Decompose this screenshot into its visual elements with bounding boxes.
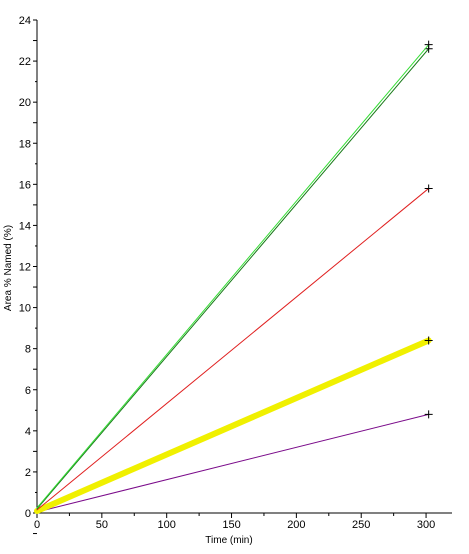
x-tick-label: 250 (352, 519, 370, 531)
x-tick-label: 50 (96, 519, 108, 531)
y-tick-label: 24 (19, 15, 31, 27)
series-end-marker-1 (424, 336, 433, 345)
x-tick-label: 100 (158, 519, 176, 531)
y-tick-label: 0 (25, 508, 31, 520)
y-tick-label: 6 (25, 385, 31, 397)
y-tick-label: 4 (25, 426, 31, 438)
series-line-3 (36, 48, 430, 510)
series-end-marker-2 (424, 184, 433, 193)
y-tick-label: 16 (19, 179, 31, 191)
y-tick-label: 20 (19, 97, 31, 109)
series-line-4 (36, 44, 430, 509)
y-tick-label: 8 (25, 344, 31, 356)
series-line-2 (36, 187, 430, 511)
y-axis-title: Area % Named (%) (3, 225, 14, 311)
y-tick-label: 22 (19, 56, 31, 68)
y-tick-label: 10 (19, 303, 31, 315)
series-end-marker-0 (424, 410, 433, 419)
y-tick-label: 14 (19, 220, 31, 232)
x-tick-label: 0 (34, 519, 40, 531)
series-line-0 (36, 413, 430, 513)
x-tick-label: 300 (417, 519, 435, 531)
x-tick-label: 150 (222, 519, 240, 531)
x-tick-label: 200 (287, 519, 305, 531)
series-line-1 (34, 337, 432, 514)
y-tick-label: 12 (19, 262, 31, 274)
y-tick-label: 2 (25, 467, 31, 479)
x-axis-title: Time (min) (205, 535, 252, 546)
y-tick-label: 18 (19, 138, 31, 150)
series-end-marker-4 (424, 40, 433, 49)
